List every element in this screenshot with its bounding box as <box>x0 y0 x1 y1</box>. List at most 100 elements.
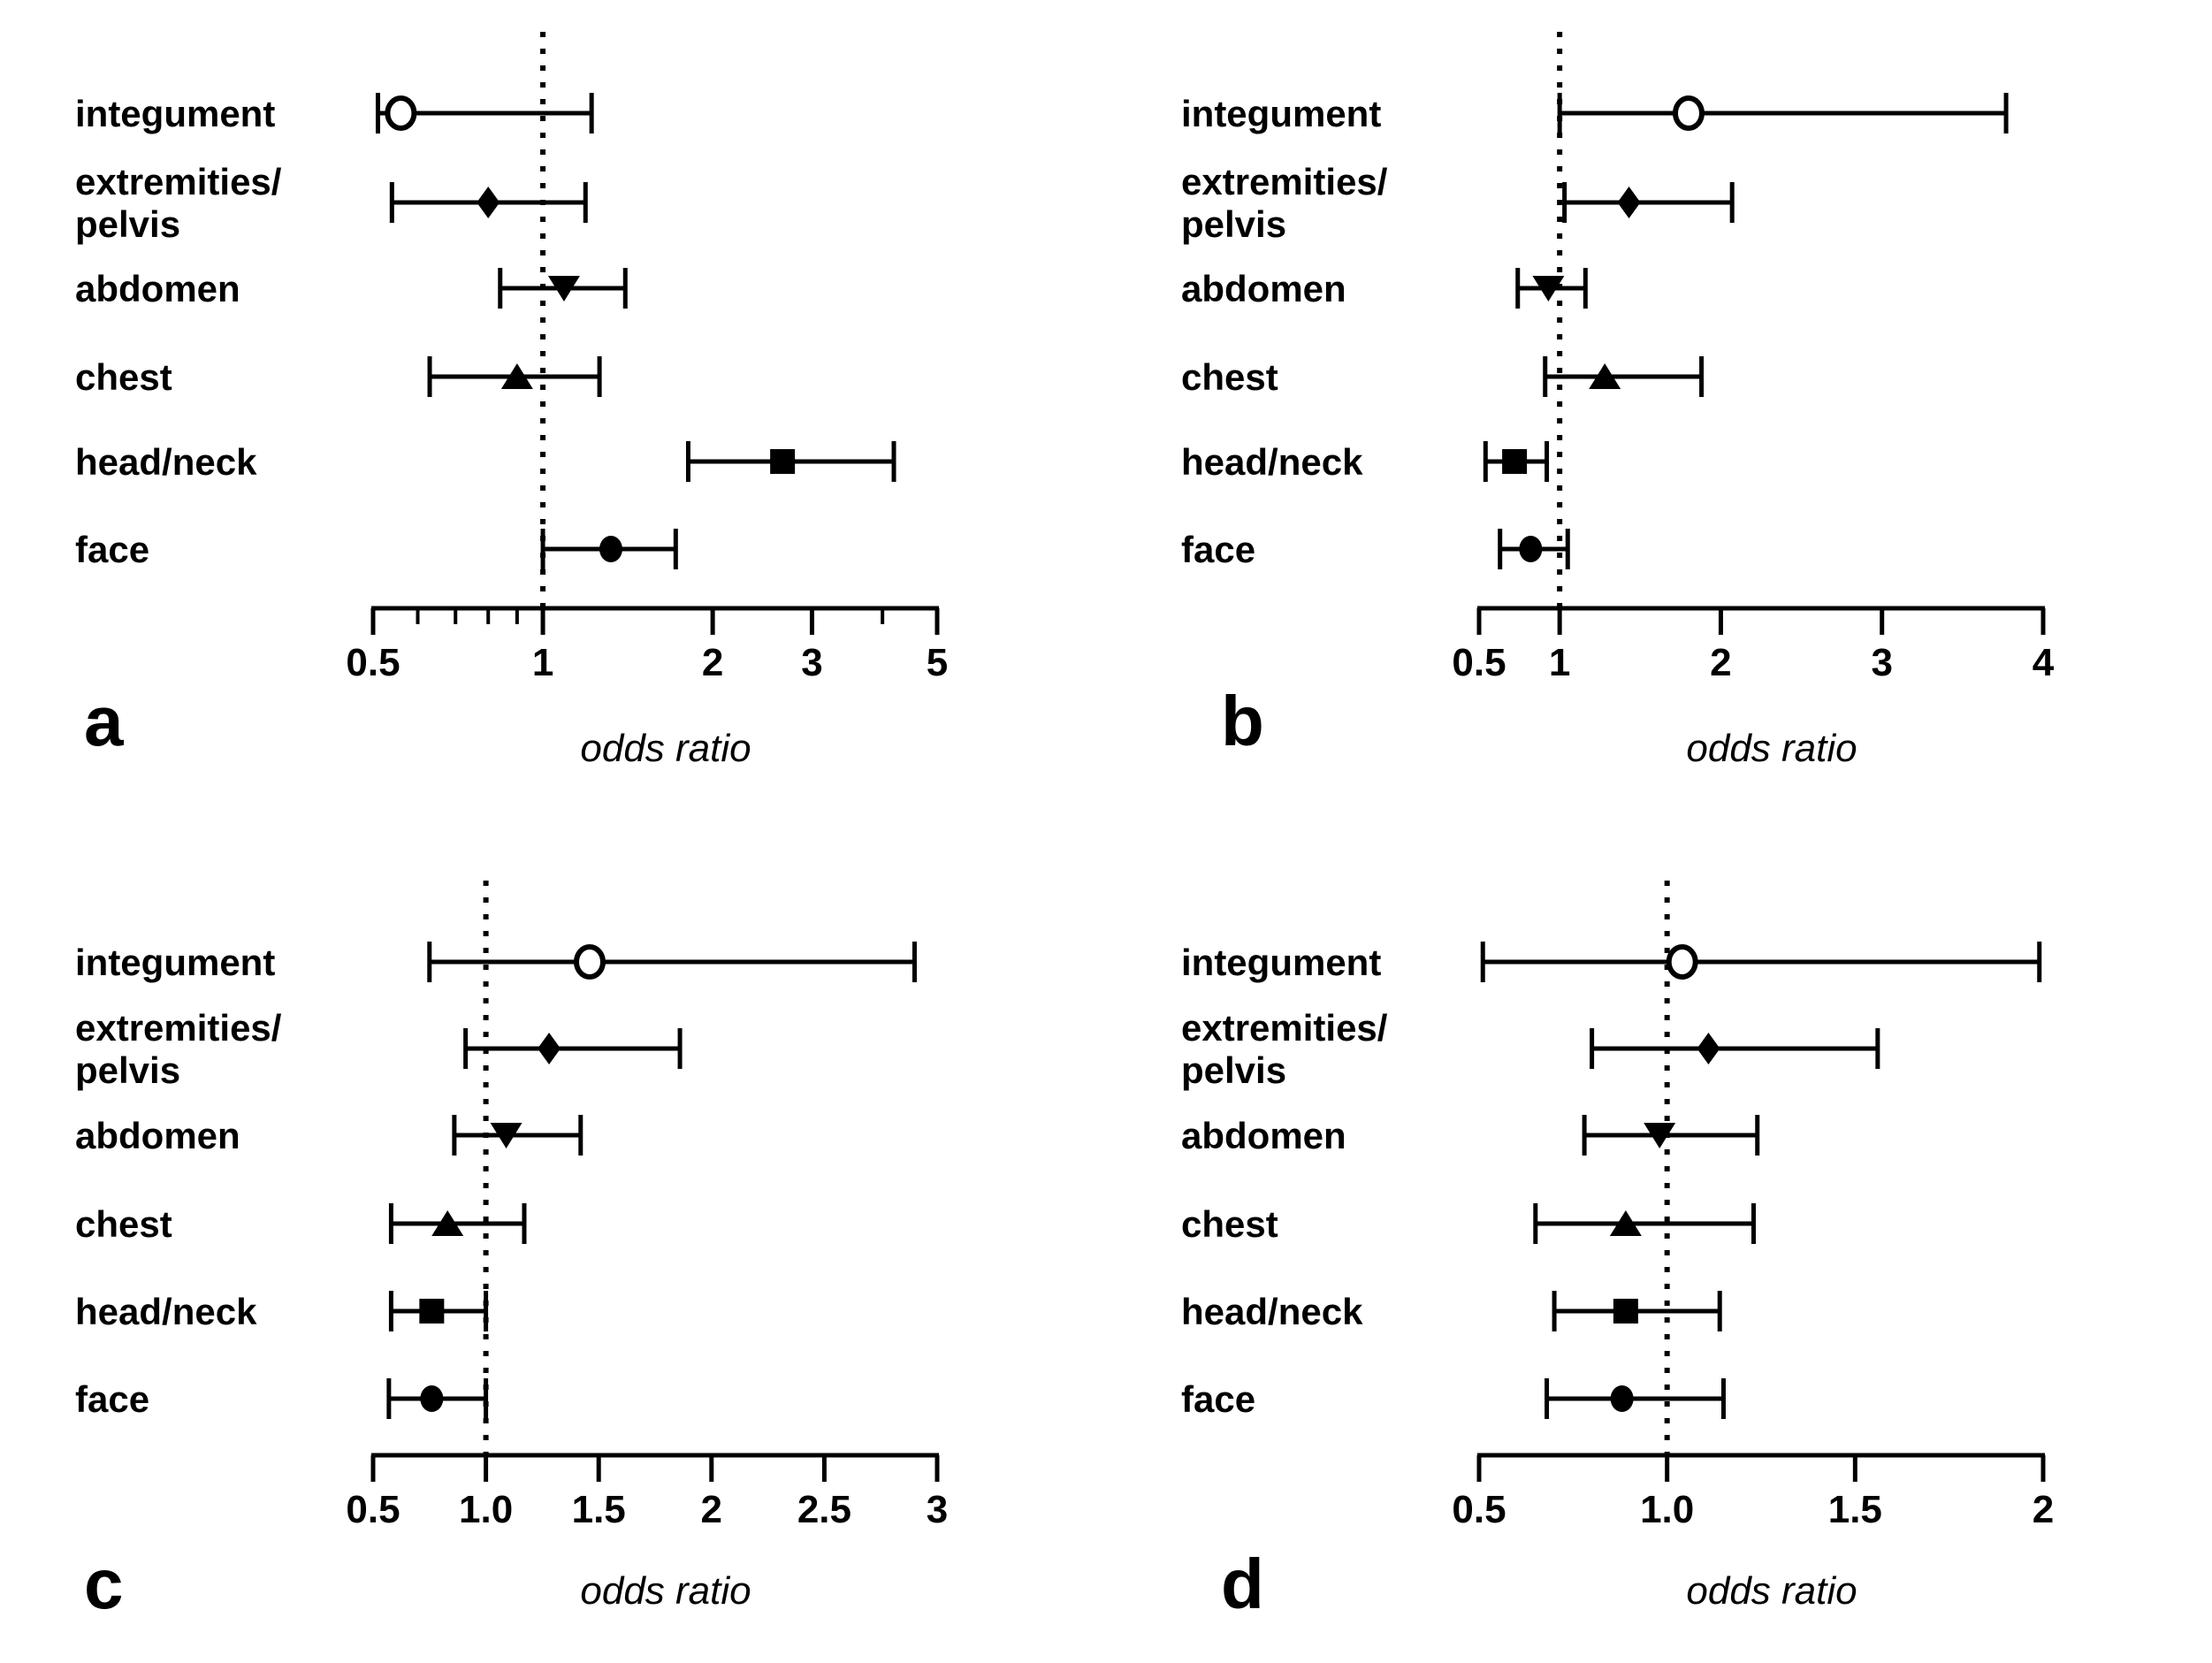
category-label: head/neck <box>1181 1291 1363 1332</box>
forest-row-face: face <box>1181 529 1570 570</box>
category-label: abdomen <box>75 1115 240 1156</box>
forest-row-abdomen: abdomen <box>1181 268 1588 309</box>
x-axis-title: odds ratio <box>1686 1569 1857 1613</box>
category-label: face <box>75 529 149 570</box>
forest-row-integument: integument <box>75 93 594 134</box>
x-axis-tick-label: 2 <box>702 641 723 684</box>
panel-d-container: integument extremities/pelvis abdomen chest… <box>1106 829 2212 1659</box>
x-axis-title: odds ratio <box>580 727 751 770</box>
panel-letter-b: b <box>1221 682 1264 760</box>
x-axis-tick-label: 5 <box>927 641 948 684</box>
open-circle-marker <box>573 944 606 980</box>
x-axis-tick-label: 0.5 <box>346 1488 400 1531</box>
category-label: integument <box>75 942 275 983</box>
category-label: integument <box>1181 942 1381 983</box>
filled-triangle-down-marker <box>547 276 580 301</box>
category-label: integument <box>75 93 275 134</box>
category-label: abdomen <box>1181 268 1346 309</box>
x-axis-tick-label: 3 <box>801 641 822 684</box>
filled-circle-marker <box>420 1385 444 1412</box>
x-axis-tick-label: 4 <box>2033 641 2055 684</box>
filled-circle-marker <box>599 536 622 562</box>
category-label-line1: extremities/ <box>1181 161 1388 202</box>
x-axis-tick-label: 2 <box>2033 1488 2054 1531</box>
forest-row-chest: chest <box>1181 1203 1756 1245</box>
category-label-line2: pelvis <box>75 203 180 245</box>
x-axis: 0.5 1.0 1.5 2 2.5 3 <box>346 1453 948 1531</box>
panel-letter-d: d <box>1221 1545 1264 1623</box>
x-axis-title: odds ratio <box>1686 727 1857 770</box>
forest-row-integument: integument <box>75 942 917 983</box>
filled-triangle-up-marker <box>500 363 533 389</box>
category-label: face <box>1181 1378 1255 1420</box>
panel-c-container: integument extremities/pelvis abdomen chest… <box>0 829 1106 1659</box>
x-axis-tick-label: 1.5 <box>572 1488 626 1531</box>
category-label: abdomen <box>75 268 240 309</box>
panel-b-container: integument extremities/pelvis abdomen chest… <box>1106 0 2212 829</box>
forest-panel-a: integument extremities/pelvis abdomen chest… <box>75 32 948 770</box>
filled-triangle-down-marker <box>1532 276 1565 301</box>
forest-panel-c: integument extremities/pelvis abdomen chest… <box>75 881 948 1623</box>
category-label-line1: extremities/ <box>75 1007 282 1049</box>
category-label-line1: extremities/ <box>75 161 282 202</box>
forest-row-face: face <box>75 529 678 570</box>
filled-square-marker <box>1502 449 1528 474</box>
x-axis: 0.5 1.0 1.5 2 <box>1452 1453 2054 1531</box>
forest-row-head-neck: head/neck <box>75 1291 489 1332</box>
forest-row-abdomen: abdomen <box>75 268 628 309</box>
forest-row-head-neck: head/neck <box>75 441 896 483</box>
category-label-line2: pelvis <box>1181 203 1286 245</box>
forest-row-chest: chest <box>75 356 602 398</box>
filled-square-marker <box>1613 1299 1638 1324</box>
x-axis-tick-label: 1 <box>1549 641 1570 684</box>
x-axis-tick-label: 1 <box>532 641 553 684</box>
x-axis-tick-label: 0.5 <box>346 641 400 684</box>
x-axis-tick-label: 2 <box>1710 641 1731 684</box>
filled-diamond-marker <box>477 187 500 218</box>
category-label: integument <box>1181 93 1381 134</box>
filled-triangle-down-marker <box>490 1123 522 1148</box>
open-circle-marker <box>1666 944 1698 980</box>
panel-letter-c: c <box>84 1545 124 1623</box>
x-axis-tick-label: 0.5 <box>1452 641 1506 684</box>
forest-row-extremities: extremities/pelvis <box>1181 1007 1880 1091</box>
forest-row-extremities: extremities/pelvis <box>75 161 588 245</box>
category-label: head/neck <box>1181 441 1363 483</box>
category-label-line2: pelvis <box>75 1049 180 1091</box>
forest-row-integument: integument <box>1181 942 2042 983</box>
category-label: face <box>75 1378 149 1420</box>
filled-square-marker <box>770 449 796 474</box>
category-label: chest <box>75 356 172 398</box>
x-axis: 0.5 1 2 3 5 <box>346 606 948 684</box>
forest-row-face: face <box>1181 1378 1726 1420</box>
category-label: chest <box>75 1203 172 1245</box>
forest-row-chest: chest <box>1181 356 1705 398</box>
forest-row-abdomen: abdomen <box>1181 1115 1760 1156</box>
x-axis-tick-label: 0.5 <box>1452 1488 1506 1531</box>
open-circle-marker <box>1672 95 1705 131</box>
forest-panel-b: integument extremities/pelvis abdomen chest… <box>1181 32 2055 770</box>
panel-a-container: integument extremities/pelvis abdomen chest… <box>0 0 1106 829</box>
category-label: chest <box>1181 1203 1278 1245</box>
filled-triangle-up-marker <box>431 1210 464 1236</box>
filled-circle-marker <box>1610 1385 1634 1412</box>
category-label: abdomen <box>1181 1115 1346 1156</box>
forest-row-integument: integument <box>1181 93 2009 134</box>
filled-diamond-marker <box>538 1033 561 1064</box>
category-label-line2: pelvis <box>1181 1049 1286 1091</box>
forest-row-chest: chest <box>75 1203 527 1245</box>
forest-row-head-neck: head/neck <box>1181 1291 1722 1332</box>
forest-row-abdomen: abdomen <box>75 1115 584 1156</box>
forest-panel-d: integument extremities/pelvis abdomen chest… <box>1181 881 2054 1623</box>
open-circle-marker <box>385 95 417 131</box>
filled-diamond-marker <box>1617 187 1641 218</box>
forest-row-face: face <box>75 1378 489 1420</box>
filled-triangle-up-marker <box>1589 363 1621 389</box>
category-label: head/neck <box>75 441 257 483</box>
category-label-line1: extremities/ <box>1181 1007 1388 1049</box>
x-axis-tick-label: 3 <box>927 1488 948 1531</box>
x-axis-tick-label: 1.0 <box>1640 1488 1694 1531</box>
panel-letter-a: a <box>84 682 124 760</box>
category-label: chest <box>1181 356 1278 398</box>
